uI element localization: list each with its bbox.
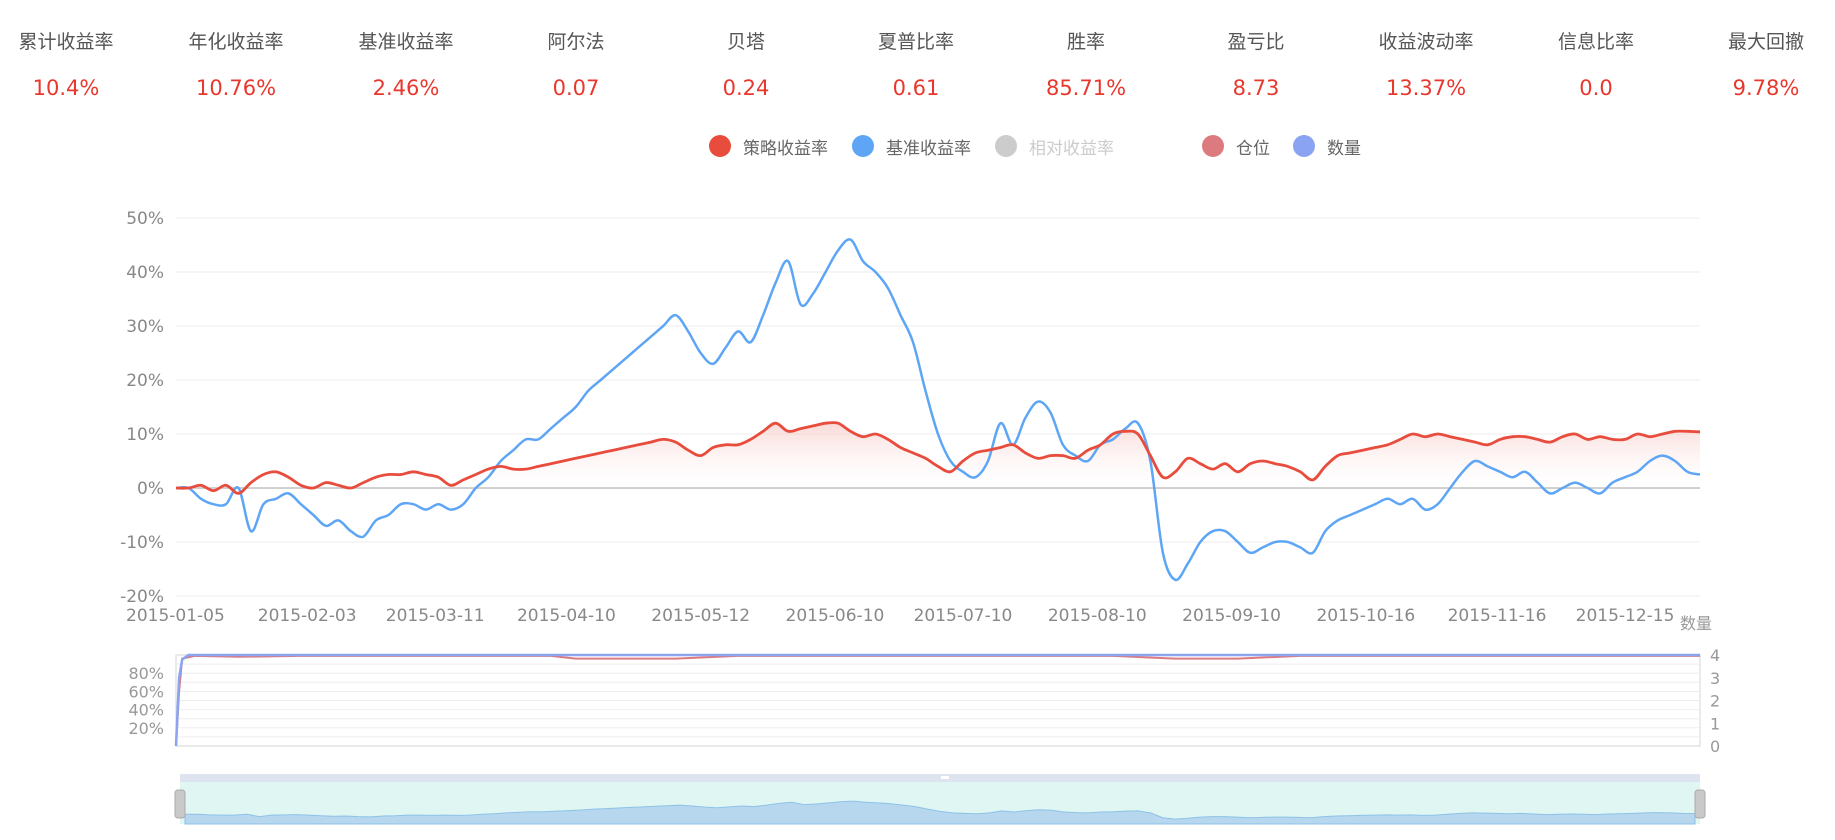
stat-label: 夏普比率 <box>877 31 954 53</box>
y-tick-label: 50% <box>126 209 164 229</box>
legend-label: 基准收益率 <box>886 138 971 159</box>
legend-label: 策略收益率 <box>743 138 828 159</box>
stat-value: 0.0 <box>1579 76 1613 100</box>
sub-series <box>174 653 1700 747</box>
slider-top-bar[interactable] <box>180 774 1700 782</box>
stat-label: 胜率 <box>1066 31 1105 53</box>
sub-chart-grid <box>175 654 1701 747</box>
main-series <box>175 238 1701 582</box>
chart-legend: 策略收益率 基准收益率 相对收益率 仓位 数量 <box>0 132 1835 160</box>
y-tick-label: -20% <box>120 587 164 607</box>
legend-item[interactable]: 策略收益率 <box>709 132 828 160</box>
stat-item: 累计收益率 10.4% <box>0 28 136 102</box>
count-line <box>174 653 1700 747</box>
stat-label: 信息比率 <box>1557 31 1634 53</box>
stats-row: 累计收益率 10.4% 年化收益率 10.76% 基准收益率 2.46% 阿尔法 0.07 贝塔… <box>0 28 1835 108</box>
x-tick-label: 2015-08-10 <box>1048 606 1147 626</box>
x-tick-label: 2015-10-16 <box>1316 606 1415 626</box>
y-tick-label: 10% <box>126 425 164 445</box>
y-tick-label: 20% <box>126 371 164 391</box>
x-tick-label: 2015-01-05 <box>126 606 225 626</box>
stat-value: 2.46% <box>372 76 440 100</box>
stat-item: 胜率 85.71% <box>1016 28 1156 102</box>
y-tick-label: 2 <box>1710 692 1720 711</box>
x-tick-label: 2015-07-10 <box>914 606 1013 626</box>
stat-value: 10.76% <box>195 76 277 100</box>
y-tick-label: 80% <box>128 664 164 683</box>
main-x-axis: 2015-01-05 2015-02-03 2015-03-11 2015-04-10… <box>126 606 1674 626</box>
x-tick-label: 2015-05-12 <box>651 606 750 626</box>
stat-item: 收益波动率 13.37% <box>1356 28 1496 102</box>
x-tick-label: 2015-04-10 <box>517 606 616 626</box>
stat-label: 年化收益率 <box>188 31 284 53</box>
x-tick-label: 2015-03-11 <box>386 606 485 626</box>
slider-grip-icon[interactable] <box>941 776 949 779</box>
y-tick-label: 3 <box>1710 669 1720 688</box>
y-tick-label: 40% <box>128 701 164 720</box>
y-tick-label: 4 <box>1710 646 1720 665</box>
stat-label: 阿尔法 <box>547 31 605 53</box>
slider-right-handle[interactable] <box>1694 789 1706 819</box>
stat-value: 10.4% <box>32 76 100 100</box>
y-tick-label: 20% <box>128 719 164 738</box>
y-tick-label: 0 <box>1710 737 1720 756</box>
stat-label: 累计收益率 <box>18 31 114 53</box>
main-chart-grid <box>176 217 1700 597</box>
legend-marker-icon <box>852 135 874 157</box>
stat-item: 年化收益率 10.76% <box>166 28 306 102</box>
range-slider[interactable] <box>174 774 1706 825</box>
legend-label: 相对收益率 <box>1029 138 1114 159</box>
benchmark-line <box>175 238 1701 582</box>
stat-value: 8.73 <box>1232 76 1280 100</box>
stat-item: 最大回撤 9.78% <box>1696 28 1835 102</box>
y-tick-label: 1 <box>1710 714 1720 733</box>
x-tick-label: 2015-09-10 <box>1182 606 1281 626</box>
sub-y-axis-left: 20%40%60%80% <box>128 664 164 738</box>
stat-label: 基准收益率 <box>358 31 454 53</box>
stat-value: 0.07 <box>552 76 600 100</box>
stat-value: 85.71% <box>1045 76 1127 100</box>
x-tick-label: 2015-12-15 <box>1576 606 1675 626</box>
strategy-line <box>175 421 1701 495</box>
legend-marker-icon <box>709 135 731 157</box>
y-tick-label: 60% <box>128 682 164 701</box>
legend-label: 数量 <box>1327 138 1361 159</box>
y-tick-label: 0% <box>137 479 164 499</box>
legend-item[interactable]: 数量 <box>1293 132 1361 160</box>
stat-label: 盈亏比 <box>1227 31 1285 53</box>
sub-y-axis-right: 0 1 2 3 4 <box>1710 646 1720 756</box>
slider-preview-line <box>184 800 1696 825</box>
stat-label: 贝塔 <box>726 31 765 53</box>
sub-right-axis-title: 数量 <box>1680 614 1712 633</box>
stat-value: 13.37% <box>1385 76 1467 100</box>
stat-value: 9.78% <box>1732 76 1800 100</box>
legend-marker-icon <box>1202 135 1224 157</box>
y-tick-label: 40% <box>126 263 164 283</box>
stat-item: 阿尔法 0.07 <box>506 28 646 102</box>
stat-item: 贝塔 0.24 <box>676 28 816 102</box>
legend-marker-icon <box>1293 135 1315 157</box>
legend-item[interactable]: 相对收益率 <box>995 132 1114 160</box>
slider-left-handle[interactable] <box>174 789 186 819</box>
stat-item: 盈亏比 8.73 <box>1186 28 1326 102</box>
y-tick-label: -10% <box>120 533 164 553</box>
stat-item: 夏普比率 0.61 <box>846 28 986 102</box>
stat-label: 最大回撤 <box>1727 31 1804 53</box>
stat-label: 收益波动率 <box>1378 31 1474 53</box>
stat-value: 0.61 <box>892 76 940 100</box>
legend-marker-icon <box>995 135 1017 157</box>
stat-value: 0.24 <box>722 76 770 100</box>
x-tick-label: 2015-02-03 <box>258 606 357 626</box>
legend-item[interactable]: 基准收益率 <box>852 132 971 160</box>
x-tick-label: 2015-11-16 <box>1448 606 1547 626</box>
main-y-axis: -20% -10% 0% 10% 20% 30% 40% 50% <box>120 209 164 607</box>
stat-item: 基准收益率 2.46% <box>336 28 476 102</box>
legend-label: 仓位 <box>1236 138 1270 159</box>
legend-item[interactable]: 仓位 <box>1202 132 1270 160</box>
y-tick-label: 30% <box>126 317 164 337</box>
stat-item: 信息比率 0.0 <box>1526 28 1666 102</box>
x-tick-label: 2015-06-10 <box>786 606 885 626</box>
